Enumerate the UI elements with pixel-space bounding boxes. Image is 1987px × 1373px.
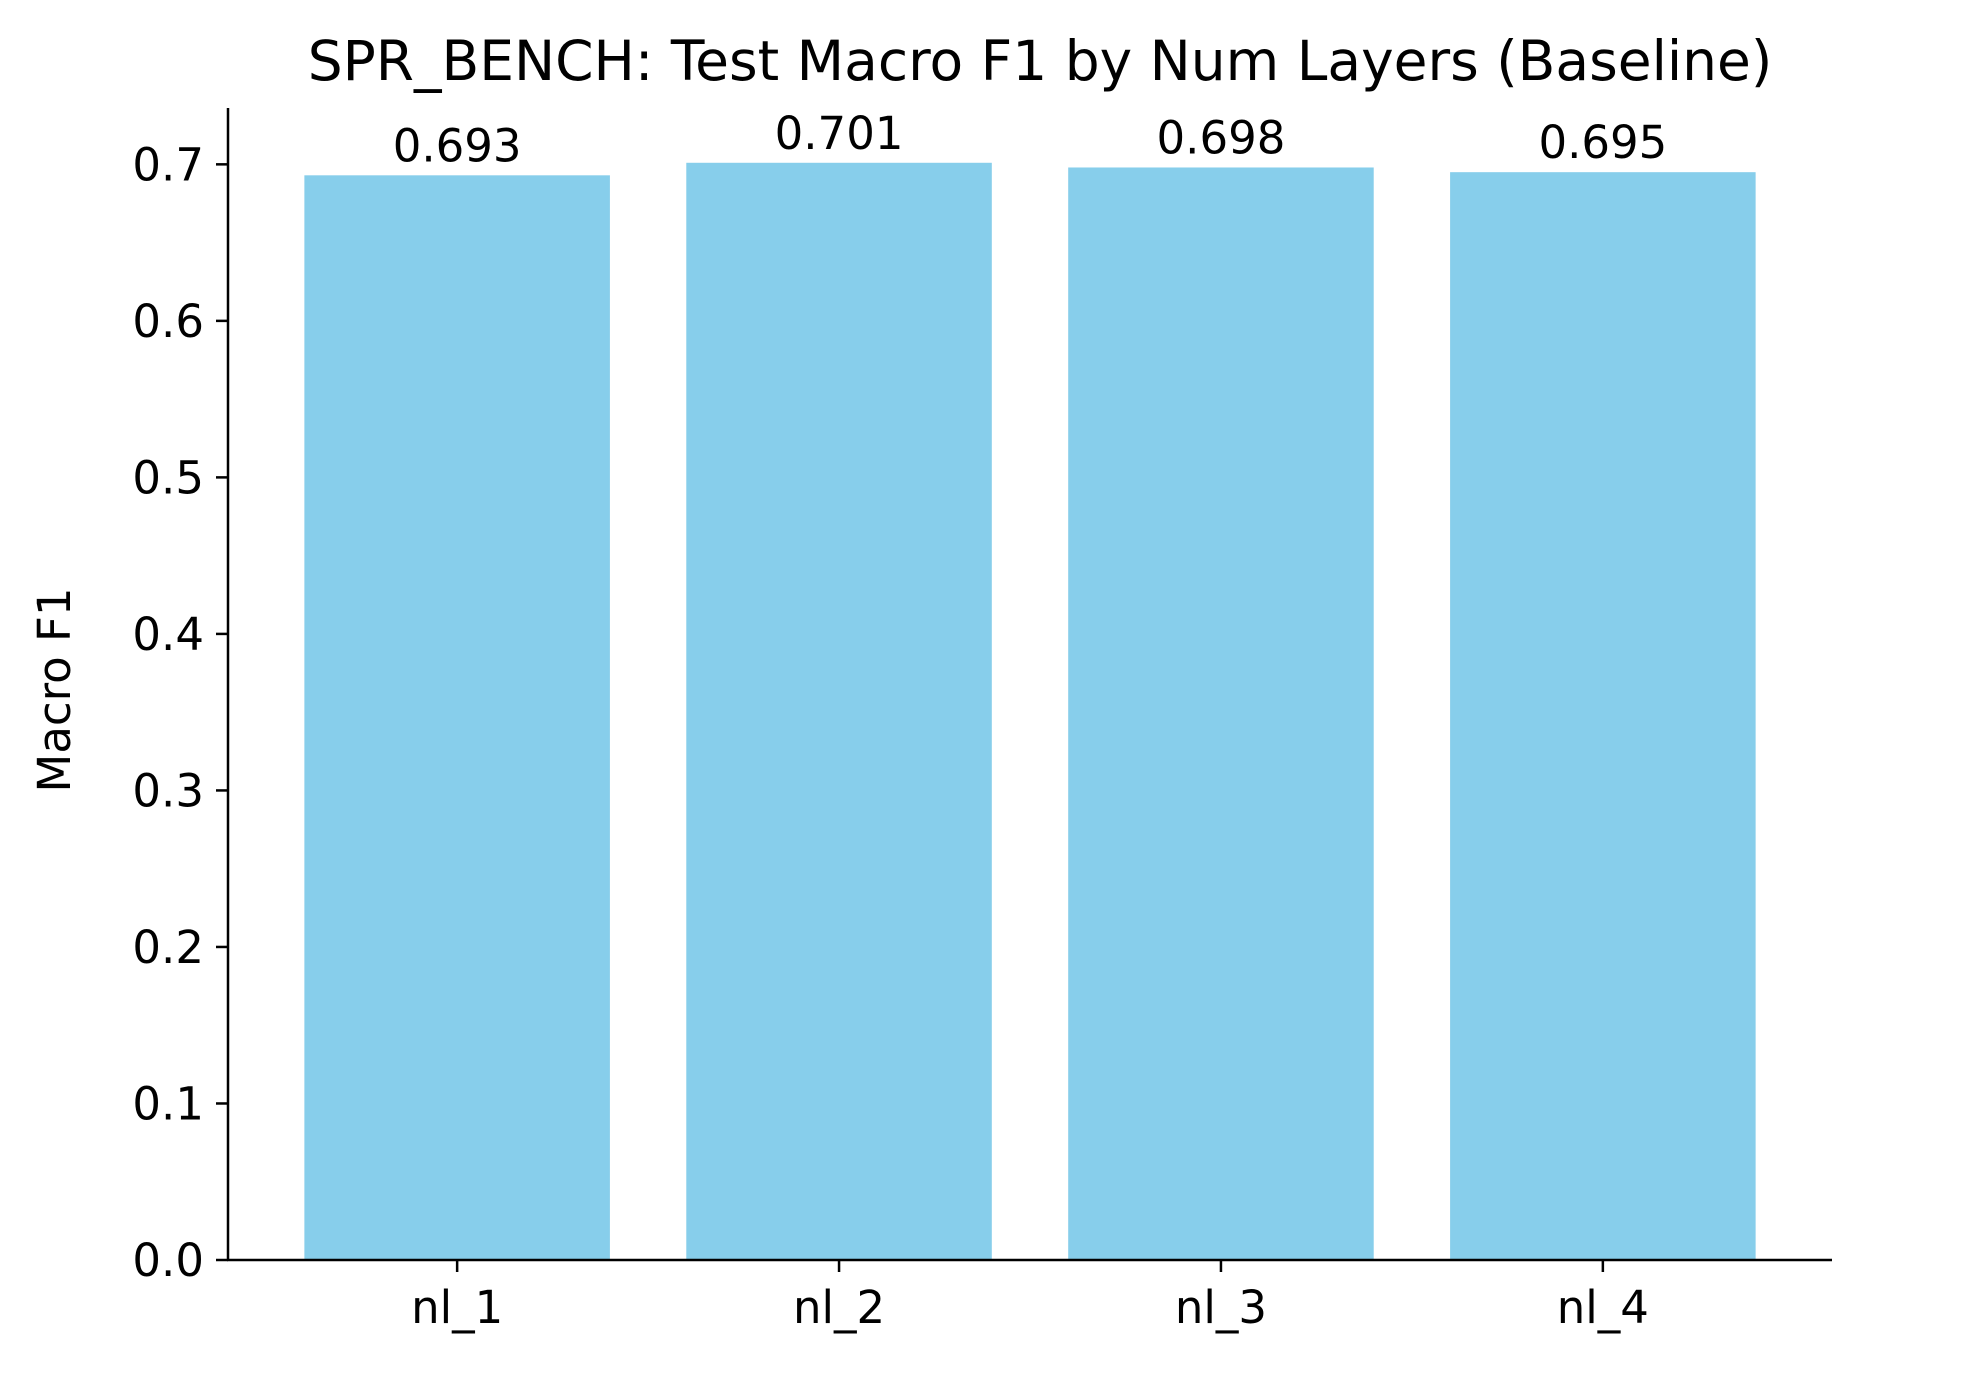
y-tick-label: 0.6 bbox=[132, 295, 204, 348]
y-tick-label: 0.0 bbox=[132, 1234, 204, 1287]
bar-nl_3 bbox=[1068, 167, 1374, 1260]
y-tick-label: 0.4 bbox=[132, 608, 204, 661]
y-axis-label: Macro F1 bbox=[28, 587, 81, 792]
y-tick-label: 0.1 bbox=[132, 1077, 204, 1130]
x-tick-label: nl_2 bbox=[793, 1281, 885, 1334]
data-label-nl_1: 0.693 bbox=[393, 119, 522, 172]
data-label-nl_4: 0.695 bbox=[1538, 116, 1667, 169]
bar-nl_1 bbox=[304, 175, 610, 1261]
x-axis-ticks: nl_1 nl_2 nl_3 nl_4 bbox=[411, 1260, 1649, 1334]
bars-group bbox=[304, 162, 1756, 1261]
data-label-nl_2: 0.701 bbox=[775, 107, 904, 160]
y-tick-label: 0.3 bbox=[132, 764, 204, 817]
x-tick-label: nl_1 bbox=[411, 1281, 503, 1334]
chart-title: SPR_BENCH: Test Macro F1 by Num Layers (… bbox=[308, 29, 1773, 93]
y-tick-label: 0.2 bbox=[132, 921, 204, 974]
y-tick-label: 0.5 bbox=[132, 451, 204, 504]
bar-nl_2 bbox=[686, 162, 992, 1261]
data-label-nl_3: 0.698 bbox=[1157, 111, 1286, 164]
x-tick-label: nl_4 bbox=[1557, 1281, 1649, 1334]
x-tick-label: nl_3 bbox=[1175, 1281, 1267, 1334]
data-labels-group: 0.693 0.701 0.698 0.695 bbox=[393, 107, 1668, 173]
y-tick-label: 0.7 bbox=[132, 138, 204, 191]
bar-nl_4 bbox=[1450, 172, 1756, 1260]
y-axis-ticks: 0.0 0.1 0.2 0.3 0.4 0.5 0.6 0.7 bbox=[132, 138, 228, 1287]
